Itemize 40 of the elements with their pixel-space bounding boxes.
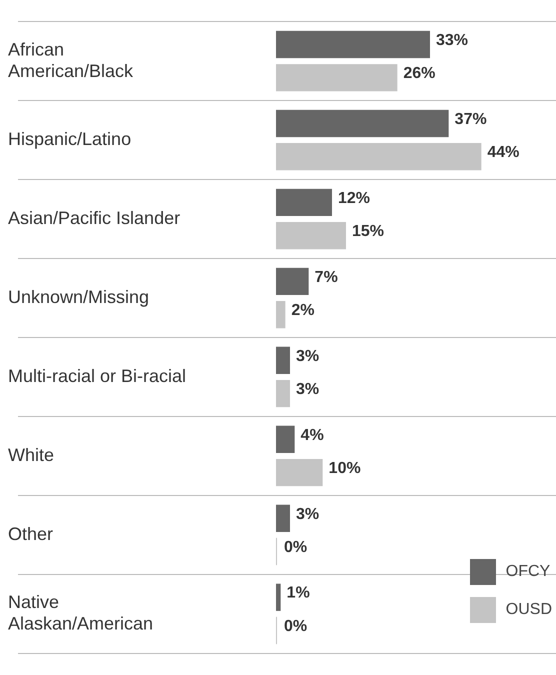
bar (276, 64, 398, 92)
data-label: 3% (296, 348, 320, 365)
data-label: 7% (314, 268, 338, 286)
bar (276, 30, 430, 58)
data-label: 44% (487, 144, 520, 162)
bar (276, 458, 323, 486)
bar (276, 504, 290, 532)
legend-label: OFCY (506, 563, 550, 581)
bar (276, 110, 449, 138)
data-label: 4% (300, 426, 324, 444)
bar (276, 143, 482, 170)
data-label: 3% (296, 506, 320, 523)
y-tick-label: White (8, 444, 54, 465)
data-label: 15% (352, 223, 384, 240)
bar (276, 346, 290, 374)
y-tick-label: Hispanic/Latino (8, 129, 132, 150)
data-label: 10% (328, 460, 361, 477)
bar (276, 301, 286, 328)
bar (276, 380, 290, 408)
y-tick-label: Other (8, 524, 54, 544)
data-label: 26% (403, 65, 436, 82)
y-tick-label: Multi-racial or Bi-racial (8, 366, 186, 386)
bar (276, 188, 332, 216)
data-label: 12% (338, 190, 370, 207)
data-label: 0% (284, 618, 308, 635)
data-label: 37% (454, 110, 487, 128)
bar (276, 426, 295, 453)
data-label: 33% (436, 32, 468, 49)
y-tick-label: Unknown/Missing (8, 286, 150, 307)
bar (276, 222, 346, 250)
bar (276, 268, 309, 296)
y-tick-label: Asian/Pacific Islander (8, 208, 180, 228)
data-label: 3% (296, 380, 320, 398)
bar (276, 584, 281, 611)
legend-label: OUSD (506, 601, 552, 619)
y-tick-label: Native Alaskan/American (8, 592, 154, 634)
data-label: 2% (291, 302, 314, 320)
y-tick-label: African American/Black (8, 39, 134, 81)
data-label: 1% (286, 584, 310, 602)
data-label: 0% (284, 538, 308, 556)
